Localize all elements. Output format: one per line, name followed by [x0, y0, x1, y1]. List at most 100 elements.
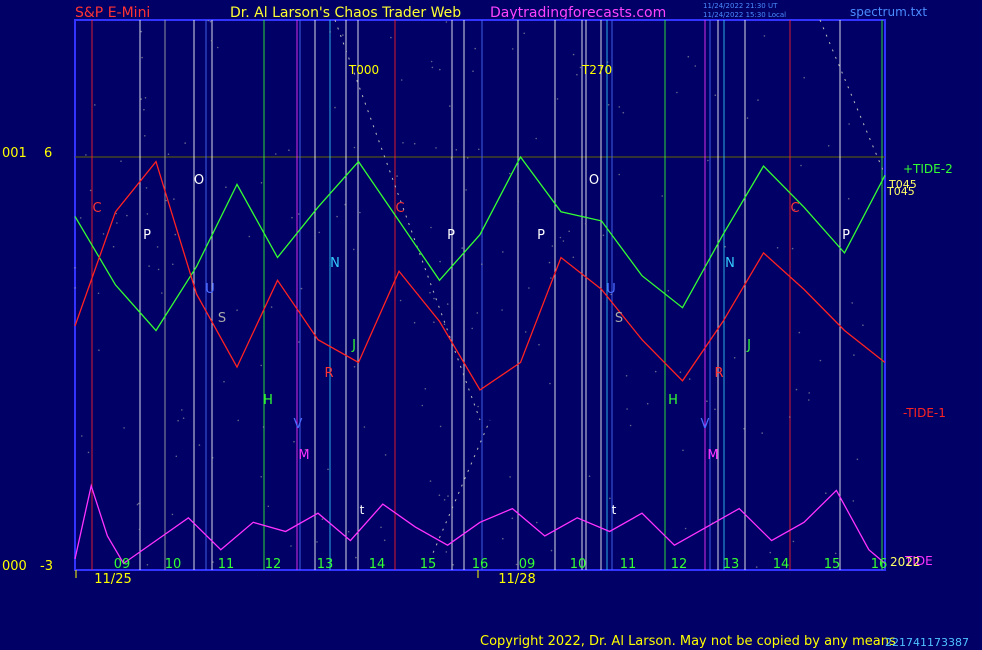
background-dot [270, 306, 273, 308]
x-tick-label: 16 [871, 557, 888, 572]
background-dot [355, 556, 357, 559]
background-dot [321, 518, 324, 520]
background-dot [290, 545, 292, 547]
background-dot [602, 234, 605, 237]
background-dot [446, 303, 449, 305]
background-dot [449, 105, 451, 107]
background-dot [174, 233, 177, 236]
background-dot [443, 499, 446, 501]
background-dot [193, 200, 195, 202]
background-dot [447, 495, 449, 497]
background-dot [795, 388, 798, 391]
background-dot [551, 245, 554, 247]
background-dot [399, 299, 402, 302]
background-dot [181, 409, 183, 411]
background-dot [556, 98, 559, 100]
background-dot [140, 98, 142, 100]
background-dot [165, 199, 168, 202]
marker-label: V [294, 417, 303, 432]
background-dot [443, 323, 446, 326]
background-dot [618, 106, 621, 108]
background-dot [138, 528, 141, 531]
background-dot [584, 223, 587, 225]
background-dot [342, 34, 344, 36]
background-dot [769, 551, 772, 554]
background-dot [528, 287, 530, 289]
background-dot [667, 289, 670, 292]
background-dot [413, 321, 416, 324]
background-dot [359, 211, 361, 214]
background-dot [502, 251, 504, 253]
spectrum-file: spectrum.txt [850, 5, 928, 19]
marker-label: H [263, 393, 273, 408]
background-dot [140, 30, 143, 33]
site-link[interactable]: Daytradingforecasts.com [490, 5, 667, 21]
background-dot [827, 145, 830, 147]
background-dot [347, 530, 350, 533]
background-dot [509, 172, 511, 175]
background-dot [123, 427, 125, 429]
x-tick-label: 16 [472, 557, 489, 572]
background-dot [94, 104, 96, 106]
background-dot [384, 454, 387, 456]
background-dot [761, 432, 763, 434]
background-dot [808, 392, 810, 394]
background-dot [481, 263, 483, 266]
background-dot [439, 260, 441, 263]
background-dot [146, 213, 149, 215]
marker-label: C [92, 201, 101, 216]
background-dot [517, 200, 519, 203]
marker-label: V [701, 417, 710, 432]
timestamp-utc: 11/24/2022 21:30 UT [703, 2, 778, 10]
background-dot [848, 123, 850, 125]
background-dot [654, 370, 657, 373]
background-dot [629, 424, 632, 427]
marker-label: O [589, 173, 599, 188]
background-dot [236, 309, 238, 312]
y-label-bottom-right: -3 [40, 559, 53, 574]
background-dot [98, 349, 100, 352]
background-dot [743, 427, 745, 430]
background-dot [329, 31, 331, 33]
x-tick-label: 10 [165, 557, 182, 572]
x-date-label: 11/25 [94, 572, 131, 587]
background-dot [856, 458, 859, 461]
x-tick-label: 11 [218, 557, 235, 572]
background-dot [757, 99, 759, 101]
series-line [74, 160, 886, 391]
background-dot [455, 149, 458, 151]
background-dot [433, 297, 435, 300]
background-dot [262, 426, 265, 428]
background-dot [212, 561, 214, 563]
marker-label: P [537, 228, 545, 243]
background-dot [144, 135, 146, 137]
background-dot [353, 248, 355, 251]
background-dot [157, 268, 160, 271]
background-dot [452, 564, 455, 566]
x-tick-label: 13 [723, 557, 740, 572]
background-dot [511, 48, 514, 50]
x-tick-label: 14 [773, 557, 790, 572]
background-dot [260, 182, 263, 184]
background-dot [173, 198, 175, 200]
series-line [74, 155, 886, 332]
background-dot [334, 106, 336, 109]
background-dot [477, 405, 479, 408]
y-label-top-right: 6 [44, 146, 53, 161]
x-date-label: 11/28 [498, 572, 535, 587]
legend-tide1: -TIDE-1 [903, 406, 946, 420]
background-dot [625, 375, 628, 377]
background-dot [300, 287, 303, 290]
background-dot [112, 245, 115, 248]
background-dot [85, 154, 87, 156]
marker-label: C [790, 201, 799, 216]
marker-label: O [194, 173, 204, 188]
marker-label: J [351, 338, 356, 353]
background-dot [402, 142, 404, 144]
background-dot [862, 324, 864, 327]
background-dot [549, 382, 551, 385]
background-dot [116, 222, 118, 224]
y-label-top-left: 001 [2, 146, 27, 161]
background-dot [143, 108, 145, 111]
plot-frame [74, 19, 886, 571]
